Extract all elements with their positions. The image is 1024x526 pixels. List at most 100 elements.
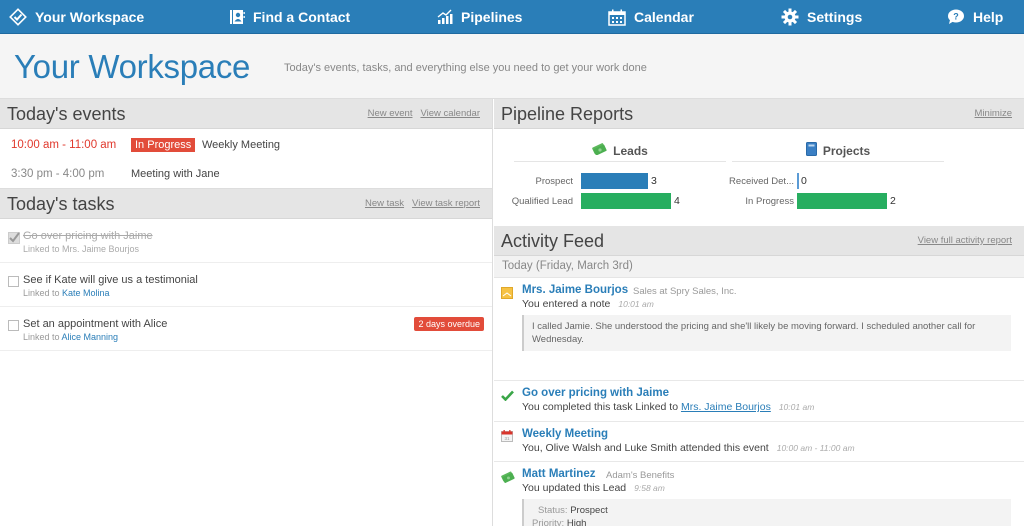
events-list: 10:00 am - 11:00 am In Progress Weekly M…	[0, 129, 492, 189]
nav-label: Calendar	[634, 9, 694, 25]
calendar-icon: 31	[501, 430, 513, 445]
feed-time: 9:58 am	[634, 483, 665, 493]
leads-title: Leads	[613, 143, 648, 158]
feed-title-link[interactable]: Weekly Meeting	[522, 428, 609, 440]
new-task-link[interactable]: New task	[364, 198, 405, 209]
leads-header: Leads	[514, 140, 726, 162]
projects-title: Projects	[822, 143, 871, 158]
bar-label: Qualified Lead	[511, 195, 573, 207]
bar-row-in-progress[interactable]: In Progress 2	[732, 193, 944, 209]
feed-item: Mrs. Jaime Bourjos Sales at Spry Sales, …	[494, 278, 1024, 381]
nav-settings[interactable]: Settings	[781, 0, 862, 34]
task-checkbox-checked[interactable]	[8, 232, 20, 244]
change-row: Priority: High	[532, 517, 1003, 526]
feed-title: Activity Feed	[501, 231, 605, 251]
bar-label: Received Det...	[729, 175, 794, 187]
book-icon	[805, 142, 817, 159]
feed-description: You, Olive Walsh and Luke Smith attended…	[522, 442, 855, 454]
feed-description: You completed this task Linked to Mrs. J…	[522, 401, 814, 413]
bar-qualified-lead[interactable]	[581, 193, 671, 209]
left-column: Today's events New event View calendar 1…	[0, 99, 493, 526]
task-checkbox[interactable]	[8, 320, 19, 331]
feed-subtitle: Adam's Benefits	[606, 470, 675, 481]
nav-label: Find a Contact	[253, 9, 351, 25]
feed-desc-text: You completed this task Linked to	[522, 401, 681, 413]
bar-label: In Progress	[745, 195, 794, 207]
minimize-link[interactable]: Minimize	[974, 108, 1012, 119]
nav-your-workspace[interactable]: Your Workspace	[9, 0, 144, 34]
task-linked-to: Linked to Alice Manning	[23, 332, 118, 342]
feed-item: Matt Martinez Adam's Benefits You update…	[494, 462, 1024, 526]
bar-value: 3	[651, 175, 657, 187]
feed-title-link[interactable]: Go over pricing with Jaime	[522, 387, 669, 399]
linked-contact[interactable]: Mrs. Jaime Bourjos	[62, 244, 140, 254]
projects-header: Projects	[732, 140, 944, 162]
bar-row-prospect[interactable]: Prospect 3	[514, 173, 726, 189]
gear-icon	[781, 8, 799, 26]
bar-in-progress[interactable]	[797, 193, 887, 209]
task-item: Set an appointment with Alice Linked to …	[0, 307, 492, 351]
field-label: Priority:	[532, 518, 565, 526]
bar-value: 2	[890, 195, 896, 207]
feed-time: 10:01 am	[618, 299, 654, 309]
view-task-report-link[interactable]: View task report	[412, 198, 480, 209]
bar-row-received-details[interactable]: Received Det... 0	[729, 173, 944, 189]
linked-prefix: Linked to	[23, 244, 63, 254]
view-calendar-link[interactable]: View calendar	[420, 108, 480, 119]
task-item: Go over pricing with Jaime Linked to Mrs…	[0, 219, 492, 263]
new-event-link[interactable]: New event	[367, 108, 413, 119]
feed-desc-text: You entered a note	[522, 298, 611, 310]
projects-report[interactable]: Projects Received Det... 0 In Progress 2	[729, 129, 944, 226]
right-column: Pipeline Reports Minimize Leads Prospect…	[494, 99, 1024, 526]
leads-report[interactable]: Leads Prospect 3 Qualified Lead 4	[511, 129, 726, 226]
calendar-icon	[608, 9, 626, 26]
event-row[interactable]: 10:00 am - 11:00 am In Progress Weekly M…	[0, 131, 492, 159]
bar-prospect[interactable]	[581, 173, 648, 189]
events-panel-header: Today's events New event View calendar	[0, 99, 492, 129]
pipeline-panel-header: Pipeline Reports Minimize	[494, 99, 1024, 129]
task-title[interactable]: Set an appointment with Alice	[23, 318, 168, 330]
field-value: Prospect	[570, 505, 608, 516]
nav-help[interactable]: ? Help	[947, 0, 1003, 34]
nav-label: Help	[973, 9, 1004, 25]
linked-contact-link[interactable]: Alice Manning	[61, 332, 119, 342]
field-label: Status:	[538, 505, 568, 516]
nav-pipelines[interactable]: Pipelines	[437, 0, 522, 34]
linked-contact-link[interactable]: Mrs. Jaime Bourjos	[680, 401, 771, 413]
linked-contact-link[interactable]: Kate Molina	[62, 288, 110, 298]
view-full-activity-report-link[interactable]: View full activity report	[917, 235, 1012, 246]
task-title[interactable]: Go over pricing with Jaime	[23, 230, 153, 242]
feed-note-content: I called Jamie. She understood the prici…	[522, 315, 1011, 351]
task-title[interactable]: See if Kate will give us a testimonial	[23, 274, 198, 286]
task-item: See if Kate will give us a testimonial L…	[0, 263, 492, 307]
change-row: Status: Prospect	[538, 504, 1003, 517]
feed-title-link[interactable]: Mrs. Jaime Bourjos	[522, 284, 629, 296]
bar-received-details[interactable]	[797, 173, 799, 189]
svg-text:31: 31	[504, 436, 510, 441]
pipeline-reports: Leads Prospect 3 Qualified Lead 4 Projec…	[494, 129, 1024, 226]
note-icon	[501, 287, 513, 302]
tasks-panel-header: Today's tasks New task View task report	[0, 189, 492, 219]
help-bubble-icon: ?	[947, 9, 965, 25]
page-title: Your Workspace	[14, 48, 251, 85]
nav-find-a-contact[interactable]: Find a Contact	[229, 0, 350, 34]
task-checkbox[interactable]	[8, 276, 19, 287]
feed-date-header: Today (Friday, March 3rd)	[494, 256, 1024, 278]
event-row[interactable]: 3:30 pm - 4:00 pm Meeting with Jane	[0, 160, 492, 188]
field-value: High	[566, 518, 587, 526]
nav-calendar[interactable]: Calendar	[608, 0, 694, 34]
bar-row-qualified-lead[interactable]: Qualified Lead 4	[511, 193, 726, 209]
feed-time: 10:01 am	[778, 402, 815, 412]
nav-label: Pipelines	[461, 9, 523, 25]
event-name[interactable]: Meeting with Jane	[131, 168, 220, 180]
event-name[interactable]: Weekly Meeting	[202, 139, 281, 151]
checkmark-icon	[501, 390, 514, 404]
feed-panel-header: Activity Feed View full activity report	[494, 226, 1024, 256]
in-progress-badge: In Progress	[131, 138, 196, 152]
feed-desc-text: You updated this Lead	[522, 482, 627, 494]
check-badge-icon	[9, 8, 27, 26]
linked-prefix: Linked to	[23, 288, 63, 298]
page-header: Your Workspace Today's events, tasks, an…	[0, 34, 1024, 99]
bar-chart-icon	[437, 9, 453, 25]
feed-title-link[interactable]: Matt Martinez	[522, 468, 596, 480]
